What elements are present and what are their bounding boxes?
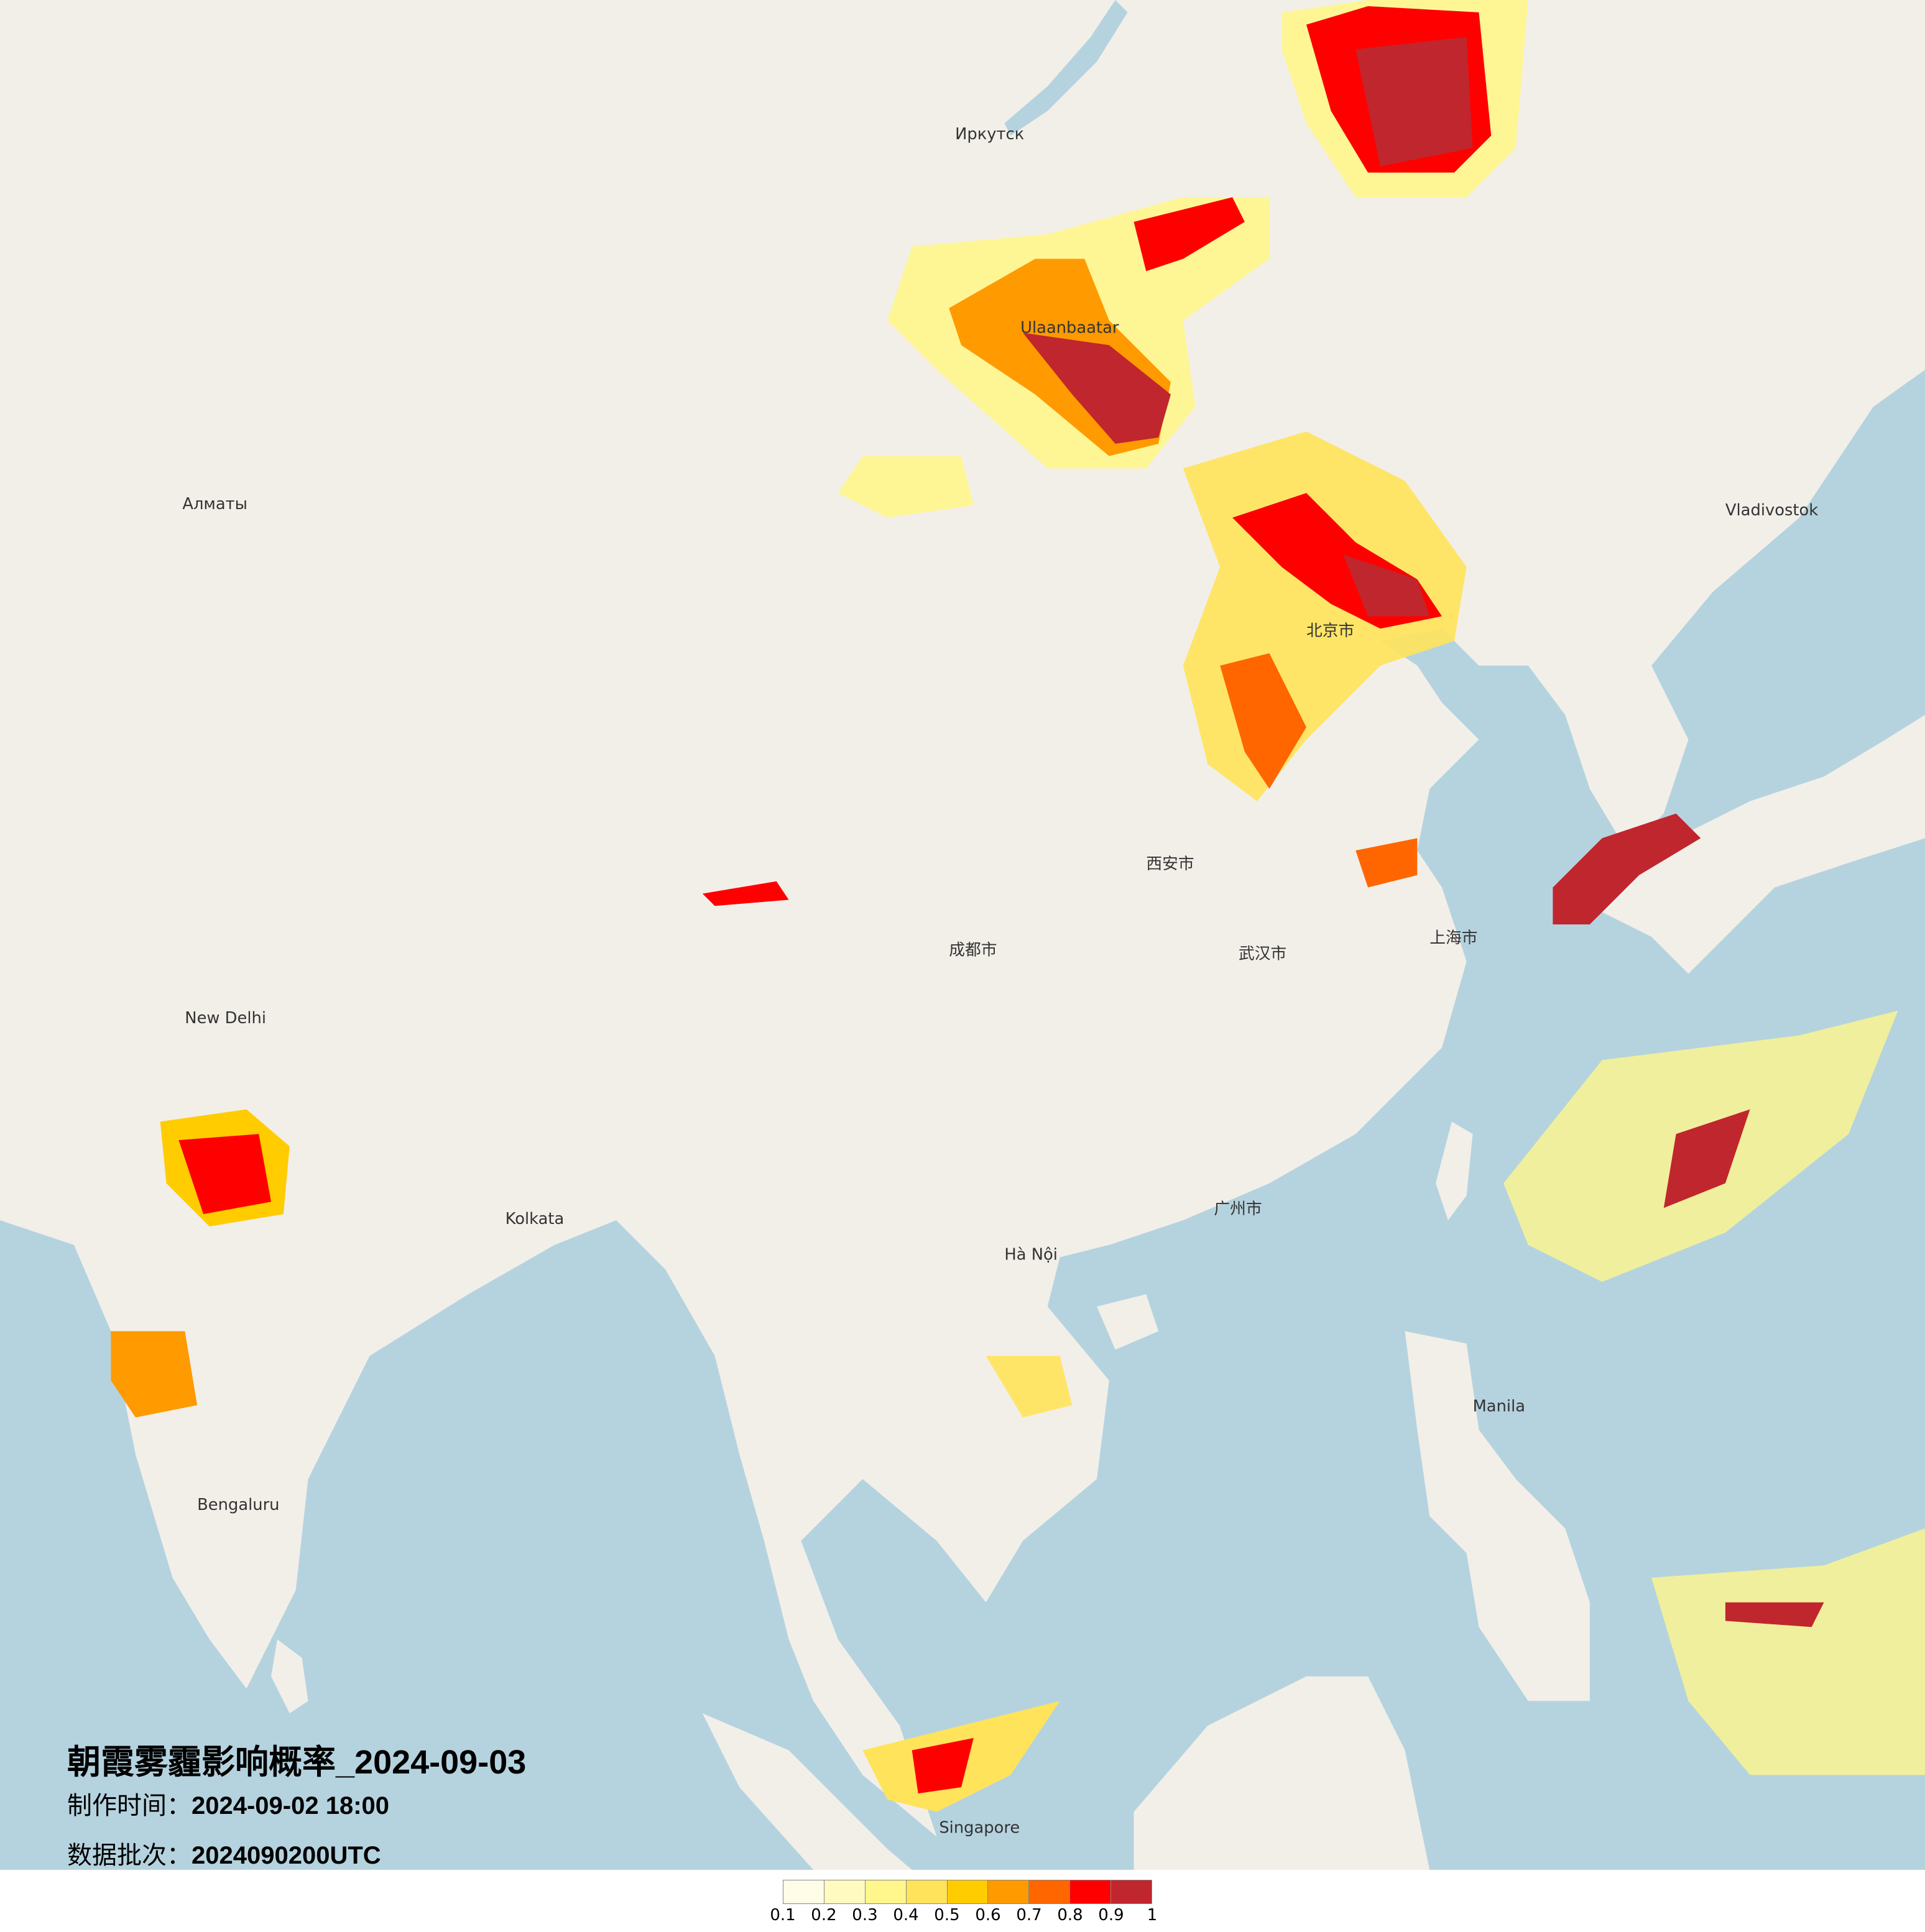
sumatra-land	[702, 1713, 912, 1870]
city-label: New Delhi	[185, 1009, 266, 1028]
legend-swatch	[988, 1880, 1030, 1903]
legend-swatch	[824, 1880, 866, 1903]
city-label: Bengaluru	[197, 1496, 279, 1514]
color-legend	[783, 1880, 1152, 1904]
legend-swatch	[783, 1880, 824, 1903]
legend-swatch	[1111, 1880, 1152, 1903]
city-label: 西安市	[1146, 855, 1194, 873]
map-title: 朝霞雾霾影响概率_2024-09-03	[67, 1744, 527, 1781]
legend-tick-label: 0.8	[1057, 1906, 1083, 1925]
lake-baikal	[1004, 0, 1128, 136]
haze-area-japan-sea	[1553, 813, 1701, 925]
city-label: Иркутск	[955, 125, 1024, 144]
data-batch-label: 数据批次：	[67, 1842, 192, 1869]
city-label: 武汉市	[1239, 945, 1286, 964]
city-label: 成都市	[949, 941, 997, 960]
legend-tick-label: 0.5	[934, 1906, 960, 1925]
legend-swatch	[865, 1880, 907, 1903]
legend-swatch	[947, 1880, 989, 1903]
production-time: 制作时间：2024-09-02 18:00	[67, 1785, 389, 1821]
haze-areas	[111, 0, 1925, 1812]
production-time-value: 2024-09-02 18:00	[192, 1792, 390, 1819]
japan-land	[1589, 715, 1925, 974]
legend-tick-label: 0.4	[893, 1906, 919, 1925]
city-label: Kolkata	[505, 1210, 565, 1228]
city-label: Singapore	[939, 1819, 1020, 1838]
legend-tick-label: 0.7	[1016, 1906, 1042, 1925]
data-batch-value: 2024090200UTC	[192, 1842, 381, 1869]
legend-tick-label: 1	[1147, 1906, 1158, 1925]
city-label: Manila	[1473, 1397, 1525, 1415]
city-label: Алматы	[182, 495, 247, 513]
haze-probability-map[interactable]: Ulaanbaatar 北京市 上海市 西安市 成都市 武汉市 广州市 Hà N…	[0, 0, 1925, 1870]
legend-tick-label: 0.2	[811, 1906, 837, 1925]
legend-ticks: 0.1 0.2 0.3 0.4 0.5 0.6 0.7 0.8 0.9 1	[770, 1906, 1157, 1931]
legend-tick-label: 0.3	[852, 1906, 878, 1925]
legend-tick-label: 0.1	[770, 1906, 796, 1925]
hainan-land	[1097, 1294, 1159, 1350]
city-label: Hà Nội	[1004, 1245, 1058, 1264]
city-label: 上海市	[1429, 929, 1477, 947]
place-labels: Ulaanbaatar 北京市 上海市 西安市 成都市 武汉市 广州市 Hà N…	[182, 125, 1818, 1837]
taiwan-land	[1436, 1121, 1473, 1221]
city-label: 北京市	[1306, 622, 1354, 640]
production-time-label: 制作时间：	[67, 1792, 192, 1819]
city-label: Vladivostok	[1725, 501, 1818, 520]
legend-tick-label: 0.9	[1098, 1906, 1124, 1925]
borneo-land	[1133, 1676, 1430, 1870]
legend-tick-label: 0.6	[975, 1906, 1001, 1925]
data-batch: 数据批次：2024090200UTC	[67, 1835, 381, 1871]
philippines-land	[1405, 1331, 1590, 1701]
city-label: Ulaanbaatar	[1020, 318, 1119, 337]
legend-swatch	[1070, 1880, 1112, 1903]
legend-swatch	[1029, 1880, 1071, 1903]
city-label: 广州市	[1214, 1200, 1262, 1218]
legend-swatch	[906, 1880, 948, 1903]
